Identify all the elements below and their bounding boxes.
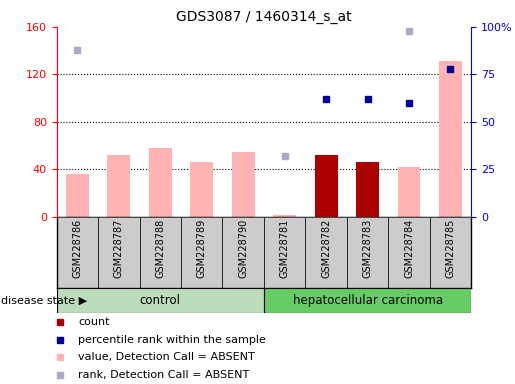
Text: GSM228781: GSM228781 — [280, 219, 289, 278]
Bar — [108, 155, 130, 217]
Bar — [398, 167, 420, 217]
FancyBboxPatch shape — [264, 217, 305, 288]
Bar — [273, 215, 296, 217]
FancyBboxPatch shape — [140, 217, 181, 288]
FancyBboxPatch shape — [222, 217, 264, 288]
Bar — [232, 152, 254, 217]
Text: control: control — [140, 294, 181, 307]
Bar — [356, 162, 379, 217]
Bar — [315, 155, 337, 217]
FancyBboxPatch shape — [57, 288, 264, 313]
Text: GSM228787: GSM228787 — [114, 219, 124, 278]
FancyBboxPatch shape — [98, 217, 140, 288]
FancyBboxPatch shape — [347, 217, 388, 288]
Text: GSM228784: GSM228784 — [404, 219, 414, 278]
Text: count: count — [78, 317, 110, 327]
FancyBboxPatch shape — [305, 217, 347, 288]
Text: percentile rank within the sample: percentile rank within the sample — [78, 334, 266, 344]
Bar — [191, 162, 213, 217]
Bar — [149, 148, 171, 217]
Text: GSM228788: GSM228788 — [156, 219, 165, 278]
Bar — [315, 155, 337, 217]
Bar — [66, 174, 89, 217]
Text: hepatocellular carcinoma: hepatocellular carcinoma — [293, 294, 443, 307]
FancyBboxPatch shape — [388, 217, 430, 288]
Text: GSM228790: GSM228790 — [238, 219, 248, 278]
Text: GSM228789: GSM228789 — [197, 219, 207, 278]
FancyBboxPatch shape — [430, 217, 471, 288]
Title: GDS3087 / 1460314_s_at: GDS3087 / 1460314_s_at — [176, 10, 352, 25]
Text: rank, Detection Call = ABSENT: rank, Detection Call = ABSENT — [78, 370, 249, 380]
FancyBboxPatch shape — [181, 217, 222, 288]
Text: GSM228782: GSM228782 — [321, 219, 331, 278]
Bar — [356, 162, 379, 217]
Text: disease state ▶: disease state ▶ — [1, 295, 87, 306]
Text: GSM228786: GSM228786 — [73, 219, 82, 278]
Text: GSM228783: GSM228783 — [363, 219, 372, 278]
FancyBboxPatch shape — [264, 288, 471, 313]
FancyBboxPatch shape — [57, 217, 98, 288]
Bar — [439, 61, 462, 217]
Text: value, Detection Call = ABSENT: value, Detection Call = ABSENT — [78, 353, 255, 362]
Text: GSM228785: GSM228785 — [445, 219, 455, 278]
